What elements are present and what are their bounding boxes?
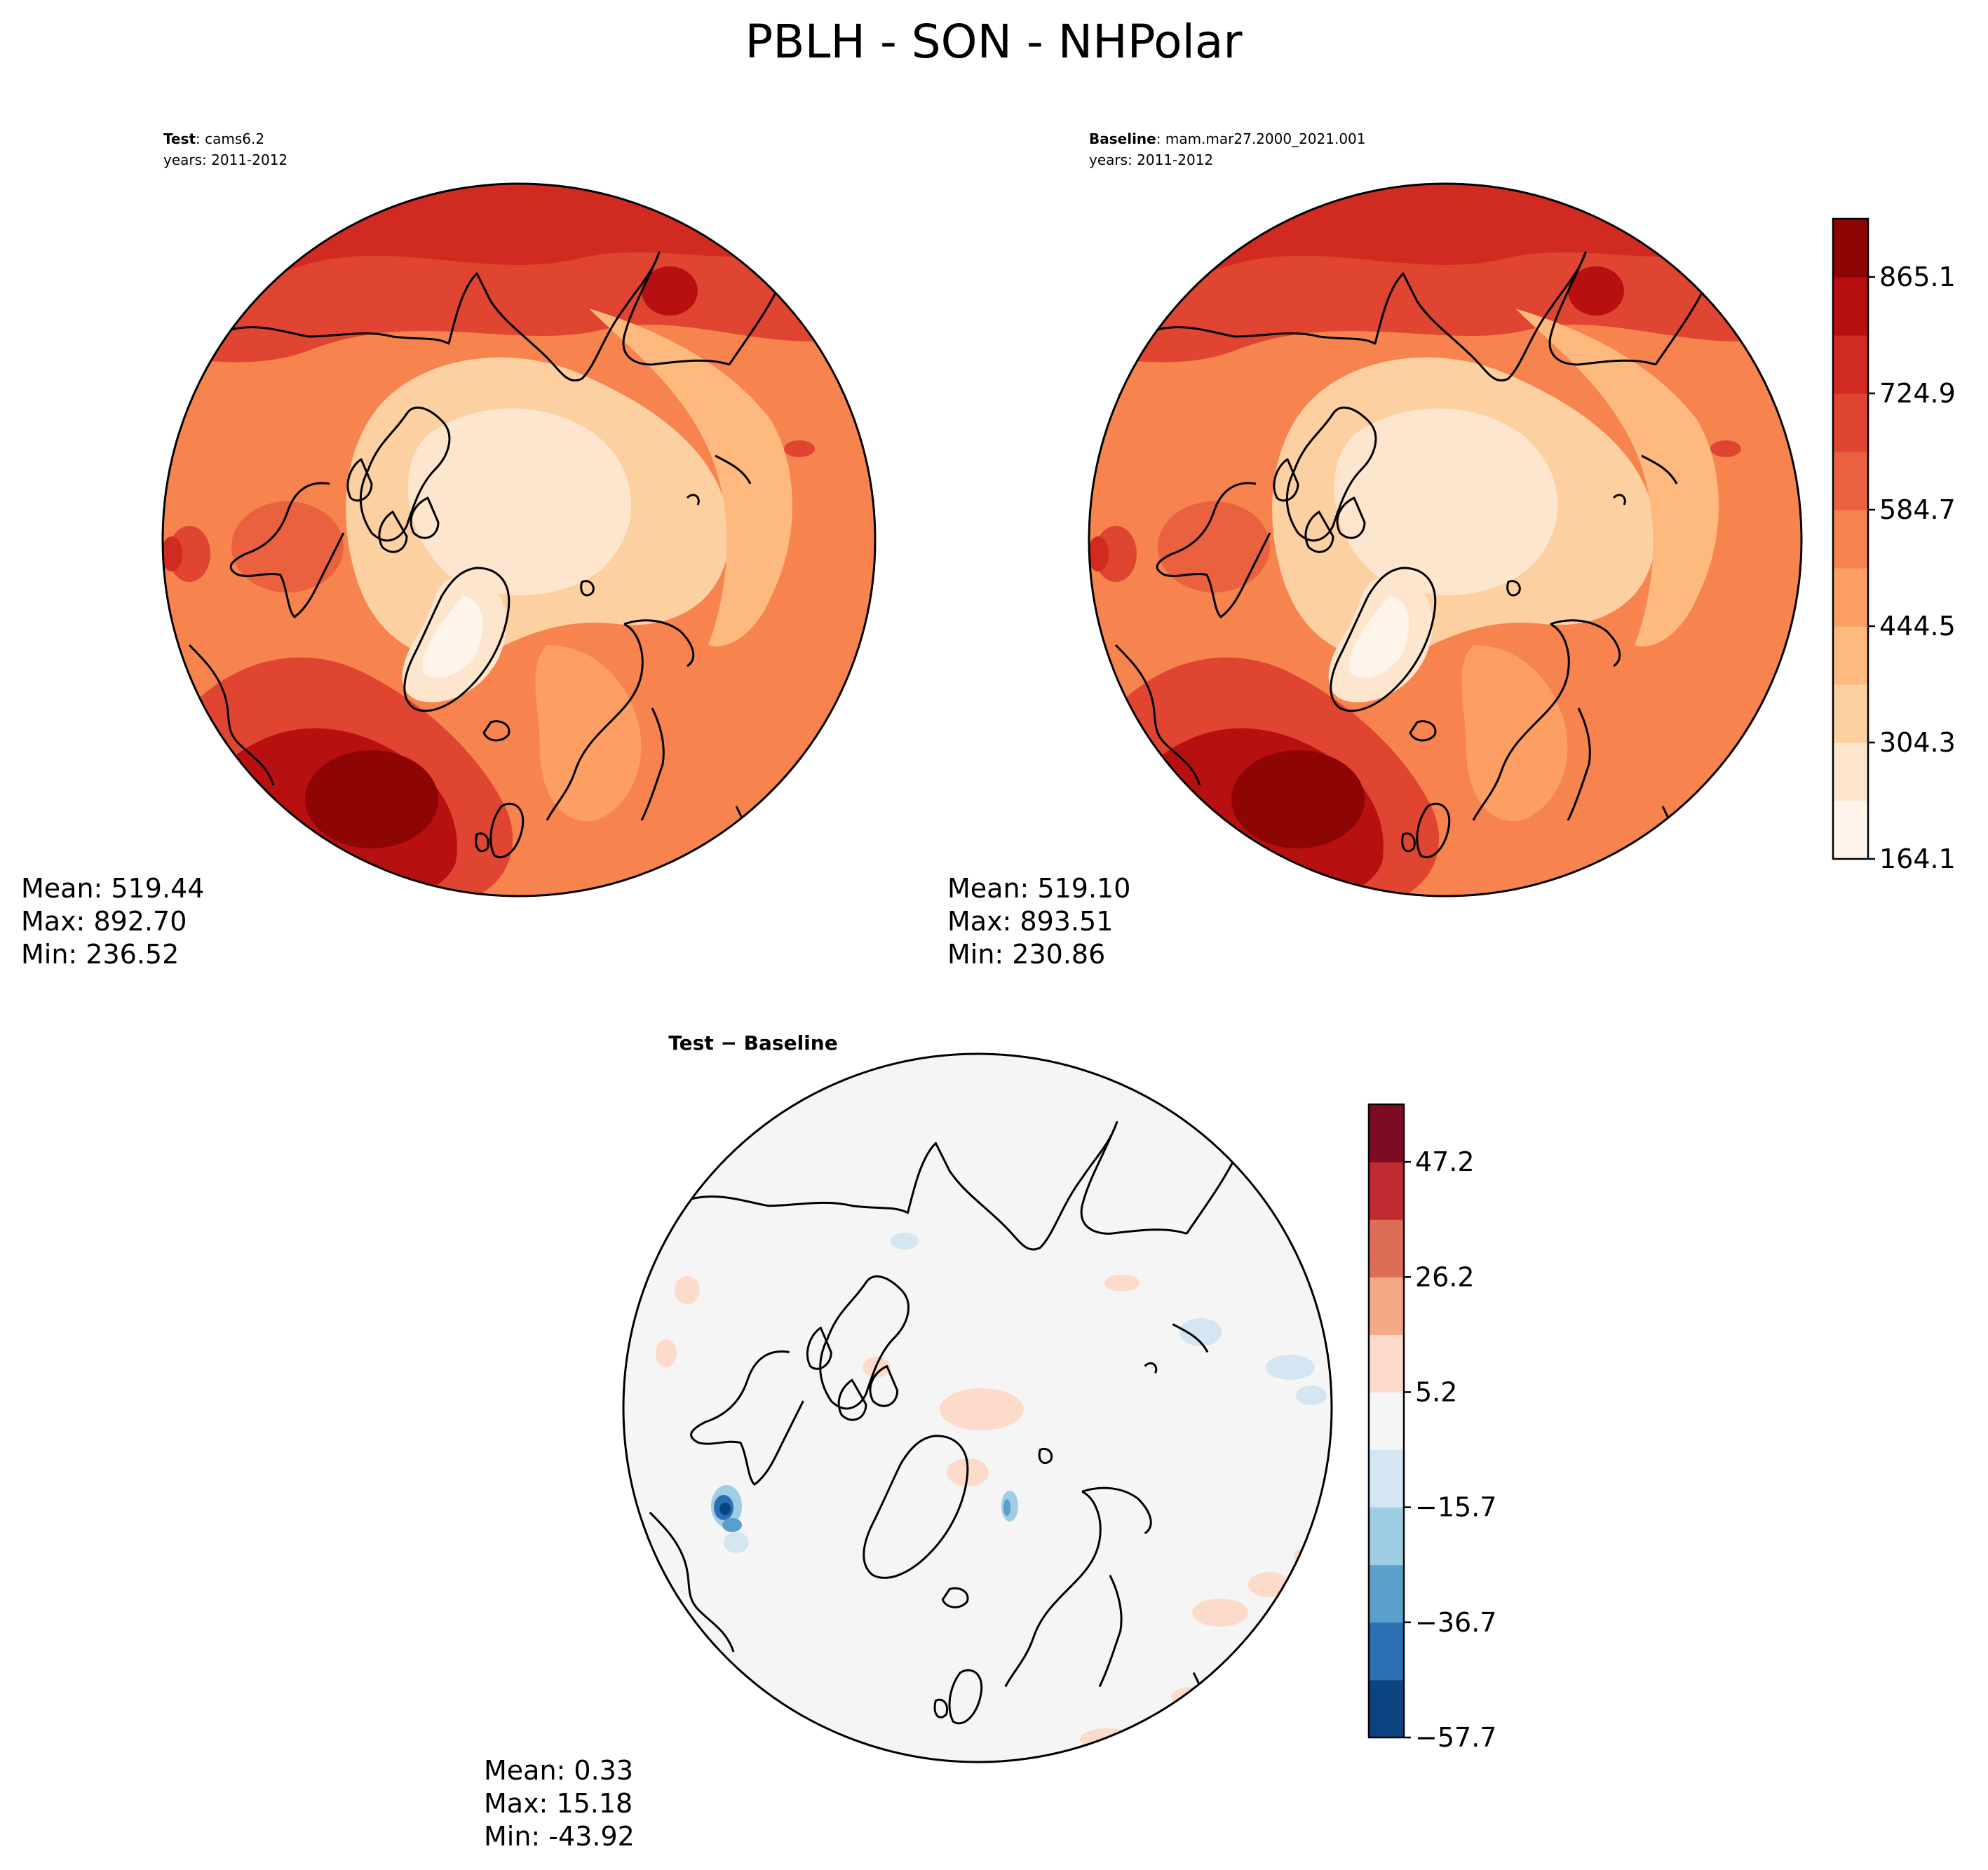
colorbar-main-swatch — [1833, 743, 1868, 801]
diff-anomaly-patch — [1179, 1318, 1222, 1346]
diff-anomaly-patch — [1296, 1385, 1327, 1405]
panel-label-rest: : mam.mar27.2000_2021.001 — [1156, 130, 1366, 147]
panel-label-bold: Test — [163, 130, 196, 147]
diff-anomaly-patch — [656, 1339, 677, 1367]
colorbar-main-swatch — [1833, 626, 1868, 685]
colorbar-main-tick-label: 444.5 — [1879, 611, 1956, 642]
diff-anomaly-patch — [675, 1276, 700, 1304]
stat-min-diff: Min: -43.92 — [484, 1821, 635, 1852]
colorbar-diff-swatch — [1369, 1564, 1404, 1623]
colorbar-main-swatch — [1833, 219, 1868, 278]
stat-max-diff: Max: 15.18 — [484, 1788, 633, 1819]
colorbar-main: 164.1 304.3 444.5 584.7 724.9 865.1 — [1832, 217, 1956, 874]
colorbar-diff-swatch — [1369, 1277, 1404, 1335]
stat-min-test: Min: 236.52 — [21, 939, 179, 970]
pblh-field-test — [163, 184, 875, 896]
diff-anomaly-patch — [1080, 1728, 1136, 1749]
diff-anomaly-patch — [719, 1503, 731, 1515]
map-boundary-test — [161, 182, 877, 897]
colorbar-diff-swatch — [1369, 1162, 1404, 1220]
stat-mean-baseline: Mean: 519.10 — [947, 873, 1130, 904]
colorbar-main-swatch — [1833, 684, 1868, 743]
colorbar-main-tick-label: 724.9 — [1879, 378, 1956, 409]
colorbar-main-tick-label: 865.1 — [1879, 262, 1956, 292]
colorbar-diff-swatch — [1369, 1392, 1404, 1451]
diff-anomaly-patch — [1003, 1499, 1010, 1516]
diff-anomaly-patch — [940, 1388, 1024, 1430]
map-field-test — [163, 184, 875, 896]
colorbar-main-tick-label: 584.7 — [1879, 494, 1956, 525]
panel-years-baseline: years: 2011-2012 — [1089, 151, 1213, 168]
colorbar-diff-swatch — [1369, 1334, 1404, 1393]
panel-label-bold: Baseline — [1089, 130, 1156, 147]
colorbar-diff-swatch — [1369, 1449, 1404, 1508]
stat-mean-test: Mean: 519.44 — [21, 873, 204, 904]
colorbar-main-swatch — [1833, 568, 1868, 627]
colorbar-diff-tick-label: −57.7 — [1415, 1722, 1496, 1753]
colorbar-main-swatch — [1833, 801, 1868, 860]
colorbar-diff: −57.7 −36.7 −15.7 5.2 26.2 47.2 — [1367, 1103, 1496, 1753]
colorbar-diff-tick-label: 26.2 — [1415, 1261, 1475, 1292]
diff-anomaly-patch — [1104, 1275, 1140, 1292]
panel-years-test: years: 2011-2012 — [163, 151, 288, 168]
colorbar-diff-frame — [1367, 1103, 1405, 1739]
map-panel-test: Test: cams6.2 years: 2011-2012 Mean: 519.4… — [21, 130, 877, 970]
colorbar-diff-tick-label: 47.2 — [1415, 1146, 1475, 1177]
colorbar-diff-swatch — [1369, 1104, 1404, 1163]
diff-anomaly-patch — [891, 1233, 919, 1249]
colorbar-diff-tick-label: −36.7 — [1415, 1607, 1496, 1638]
stat-min-baseline: Min: 230.86 — [947, 939, 1105, 970]
colorbar-diff-swatch — [1369, 1622, 1404, 1681]
colorbar-main-swatch — [1833, 335, 1868, 394]
colorbar-main-swatch — [1833, 393, 1868, 452]
diff-anomaly-patch — [1192, 1599, 1248, 1627]
panel-label-rest: : cams6.2 — [196, 130, 264, 147]
panel-label-baseline: Baseline: mam.mar27.2000_2021.001 — [1089, 130, 1366, 147]
stat-mean-diff: Mean: 0.33 — [484, 1755, 633, 1786]
colorbar-main-tick-label: 164.1 — [1879, 843, 1956, 874]
colorbar-diff-tick-label: 5.2 — [1415, 1376, 1457, 1407]
map-panel-baseline: Baseline: mam.mar27.2000_2021.001 years: … — [947, 130, 1803, 970]
colorbar-diff-swatch — [1369, 1679, 1404, 1738]
stat-max-baseline: Max: 893.51 — [947, 906, 1113, 937]
map-field-baseline — [1089, 184, 1801, 896]
diff-anomaly-patch — [1266, 1355, 1315, 1380]
diff-anomaly-patch — [722, 1518, 742, 1532]
diff-anomaly-patch — [724, 1532, 749, 1553]
colorbar-main-swatch — [1833, 277, 1868, 336]
panel-label-diff: Test − Baseline — [668, 1031, 837, 1055]
colorbar-main-tick-label: 304.3 — [1879, 727, 1956, 758]
colorbar-main-frame — [1832, 217, 1869, 860]
map-field-diff — [623, 1054, 1332, 1762]
colorbar-diff-tick-label: −15.7 — [1415, 1492, 1496, 1523]
panel-label-test: Test: cams6.2 — [163, 130, 264, 147]
figure-title: PBLH - SON - NHPolar — [745, 15, 1243, 69]
stat-max-test: Max: 892.70 — [21, 906, 187, 937]
map-boundary-baseline — [1088, 182, 1803, 897]
colorbar-main-swatch — [1833, 510, 1868, 569]
map-boundary-diff — [622, 1052, 1333, 1763]
colorbar-diff-swatch — [1369, 1219, 1404, 1278]
pblh-field-baseline — [1089, 184, 1801, 896]
colorbar-diff-swatch — [1369, 1507, 1404, 1566]
colorbar-main-swatch — [1833, 452, 1868, 510]
